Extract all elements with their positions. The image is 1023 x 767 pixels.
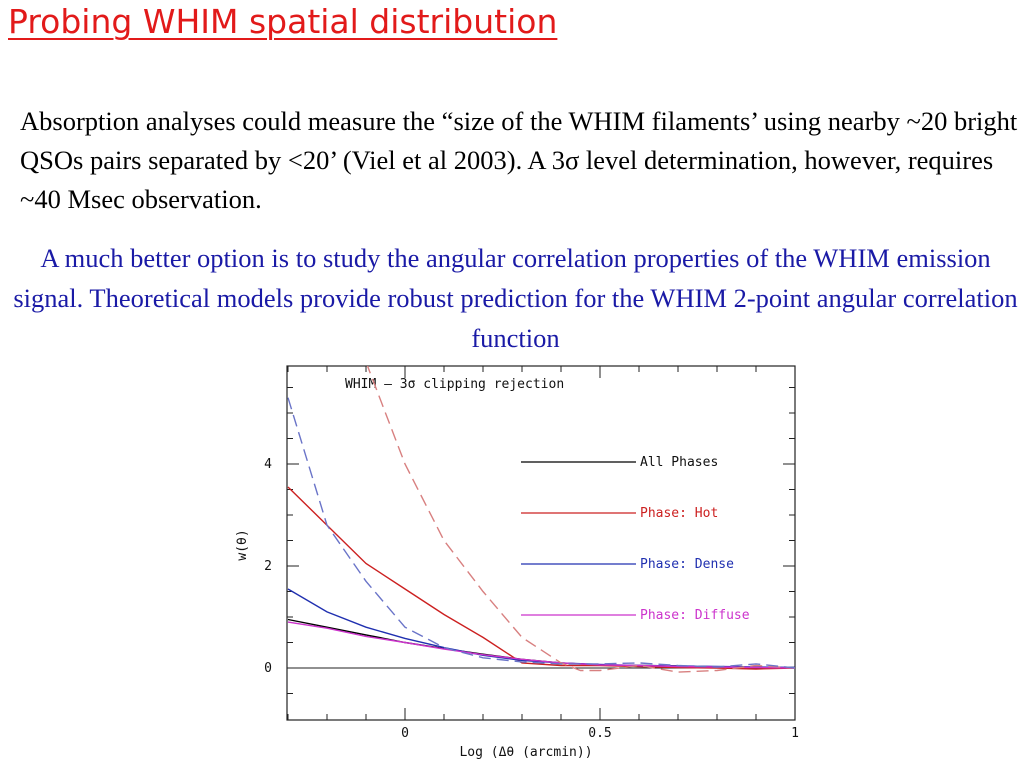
series-line-5 [287, 397, 795, 669]
legend-label: All Phases [640, 455, 718, 470]
legend-label: Phase: Diffuse [640, 608, 750, 623]
plot-frame [286, 365, 796, 721]
series-group [287, 366, 795, 673]
slide-title: Probing WHIM spatial distribution [8, 2, 558, 41]
x-tick-label: 0 [401, 726, 409, 741]
legend-label: Phase: Hot [640, 506, 718, 521]
x-tick-label: 1 [791, 726, 799, 741]
series-line-4 [366, 366, 795, 673]
paragraph-emission: A much better option is to study the ang… [13, 243, 1018, 353]
y-tick-label: 4 [264, 457, 272, 472]
legend-label: Phase: Dense [640, 557, 734, 572]
chart-title: WHIM – 3σ clipping rejection [345, 377, 564, 392]
x-axis-label: Log (Δθ (arcmin)) [459, 745, 592, 760]
y-tick-label: 0 [264, 661, 272, 676]
series-line-1 [287, 486, 795, 670]
y-tick-label: 2 [264, 559, 272, 574]
series-line-3 [287, 621, 795, 669]
series-line-2 [287, 588, 795, 669]
y-axis-label: w(θ) [235, 529, 250, 560]
x-tick-label: 0.5 [588, 726, 611, 741]
paragraph-absorption: Absorption analyses could measure the “s… [20, 106, 1018, 214]
